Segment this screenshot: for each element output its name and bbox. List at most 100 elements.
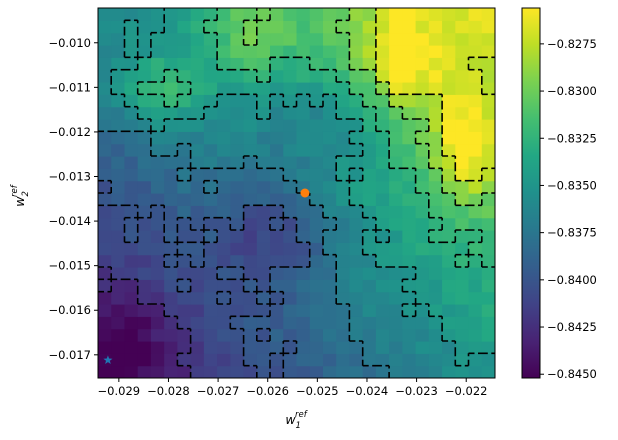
- heatmap-cell: [270, 242, 284, 256]
- heatmap-cell: [336, 32, 351, 46]
- heatmap-cell: [428, 180, 443, 194]
- heatmap-cell: [111, 94, 126, 108]
- heatmap-cell: [217, 365, 231, 378]
- heatmap-cell: [349, 20, 364, 34]
- heatmap-cell: [468, 69, 483, 83]
- heatmap-cell: [190, 106, 205, 120]
- heatmap-cell: [137, 20, 152, 34]
- heatmap-cell: [336, 8, 351, 21]
- heatmap-cell: [243, 45, 258, 58]
- heatmap-cell: [442, 119, 456, 132]
- heatmap-cell: [98, 328, 112, 342]
- heatmap-cell: [442, 279, 456, 293]
- heatmap-cell: [468, 20, 483, 34]
- heatmap-cell: [177, 69, 192, 83]
- heatmap-cell: [283, 94, 298, 108]
- heatmap-cell: [336, 242, 351, 256]
- heatmap-cell: [243, 119, 258, 132]
- heatmap-cell: [137, 168, 152, 182]
- heatmap-cell: [428, 45, 443, 58]
- heatmap-cell: [428, 193, 443, 206]
- heatmap-cell: [349, 168, 364, 182]
- heatmap-cell: [256, 341, 271, 354]
- heatmap-cell: [336, 365, 351, 378]
- heatmap-cell: [362, 304, 377, 317]
- heatmap-cell: [230, 217, 245, 231]
- heatmap-cell: [164, 365, 178, 378]
- heatmap-cell: [270, 341, 284, 354]
- heatmap-cell: [481, 230, 495, 243]
- heatmap-cell: [415, 254, 430, 268]
- heatmap-cell: [362, 267, 377, 280]
- heatmap-cell: [309, 341, 324, 354]
- heatmap-cell: [256, 8, 271, 21]
- heatmap-cell: [243, 82, 258, 95]
- heatmap-cell: [256, 304, 271, 317]
- heatmap-cell: [150, 45, 165, 58]
- heatmap-cell: [309, 254, 324, 268]
- heatmap-cell: [309, 365, 324, 378]
- heatmap-cell: [203, 242, 218, 256]
- heatmap-cell: [402, 94, 417, 108]
- heatmap-cell: [402, 8, 417, 21]
- heatmap-cell: [402, 254, 417, 268]
- heatmap-cell: [190, 156, 205, 169]
- heatmap-cell: [442, 168, 456, 182]
- heatmap-cell: [243, 8, 258, 21]
- heatmap-cell: [428, 291, 443, 305]
- heatmap-cell: [217, 106, 231, 120]
- heatmap-cell: [177, 8, 192, 21]
- heatmap-cell: [468, 180, 483, 194]
- heatmap-cell: [362, 143, 377, 157]
- heatmap-cell: [336, 279, 351, 293]
- heatmap-cell: [150, 230, 165, 243]
- heatmap-cell: [256, 131, 271, 145]
- heatmap-cell: [481, 316, 495, 330]
- heatmap-cell: [428, 230, 443, 243]
- heatmap-cell: [362, 291, 377, 305]
- heatmap-cell: [283, 82, 298, 95]
- heatmap-cell: [164, 193, 178, 206]
- heatmap-cell: [177, 353, 192, 367]
- heatmap-cell: [336, 131, 351, 145]
- heatmap-cell: [190, 267, 205, 280]
- heatmap-cell: [481, 365, 495, 378]
- heatmap-cell: [124, 20, 139, 34]
- heatmap-cell: [124, 143, 139, 157]
- heatmap-cell: [137, 69, 152, 83]
- heatmap-cell: [402, 341, 417, 354]
- heatmap-cell: [164, 8, 178, 21]
- heatmap-cell: [322, 32, 337, 46]
- heatmap-cell: [283, 230, 298, 243]
- heatmap-cell: [455, 193, 470, 206]
- heatmap-cell: [283, 193, 298, 206]
- heatmap-cell: [296, 217, 311, 231]
- heatmap-cell: [137, 45, 152, 58]
- heatmap-cell: [336, 119, 351, 132]
- heatmap-cell: [402, 365, 417, 378]
- heatmap-cell: [190, 180, 205, 194]
- heatmap-cell: [415, 193, 430, 206]
- heatmap-cell: [442, 69, 456, 83]
- heatmap-cell: [217, 230, 231, 243]
- heatmap-cell: [150, 180, 165, 194]
- heatmap-cell: [349, 217, 364, 231]
- heatmap-cell: [243, 267, 258, 280]
- heatmap-cell: [349, 82, 364, 95]
- heatmap-cell: [322, 304, 337, 317]
- heatmap-cell: [164, 82, 178, 95]
- heatmap-cell: [270, 180, 284, 194]
- heatmap-cell: [177, 291, 192, 305]
- heatmap-cell: [375, 131, 390, 145]
- heatmap-cell: [428, 32, 443, 46]
- heatmap-cell: [203, 328, 218, 342]
- heatmap-cell: [349, 8, 364, 21]
- heatmap-cell: [256, 45, 271, 58]
- heatmap-cell: [322, 45, 337, 58]
- heatmap-cell: [362, 341, 377, 354]
- y-axis: −0.010 −0.011 −0.012 −0.013 −0.014 −0.015 −0.0…: [48, 36, 98, 362]
- heatmap-cell: [309, 230, 324, 243]
- heatmap-cell: [137, 365, 152, 378]
- heatmap-cell: [256, 143, 271, 157]
- heatmap-cell: [283, 20, 298, 34]
